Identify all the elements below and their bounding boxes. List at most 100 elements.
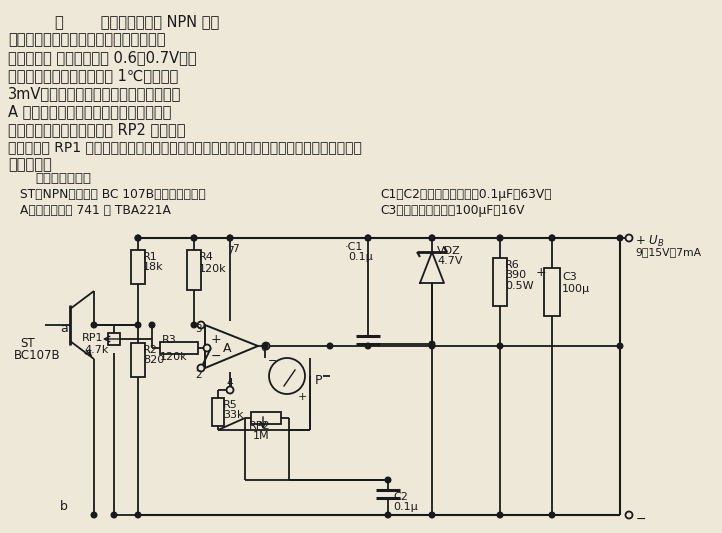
Bar xyxy=(544,268,560,316)
Circle shape xyxy=(625,512,632,519)
Circle shape xyxy=(365,235,371,241)
Text: 2: 2 xyxy=(196,370,202,380)
Circle shape xyxy=(549,235,554,241)
Circle shape xyxy=(625,235,632,241)
Text: +: + xyxy=(536,266,547,279)
Text: 820: 820 xyxy=(143,355,164,365)
Text: 体管作温度传感器，晶体管的基极和集电: 体管作温度传感器，晶体管的基极和集电 xyxy=(8,32,165,47)
Circle shape xyxy=(429,341,435,347)
Bar xyxy=(131,343,145,377)
Text: 1M: 1M xyxy=(253,431,269,441)
Circle shape xyxy=(191,235,197,241)
Circle shape xyxy=(429,235,435,241)
Text: 管周围的温度。调节电位器 RP2 可调节灵: 管周围的温度。调节电位器 RP2 可调节灵 xyxy=(8,122,186,137)
Circle shape xyxy=(263,343,269,350)
Text: 7: 7 xyxy=(232,244,239,254)
Text: 4: 4 xyxy=(227,378,233,388)
Text: +: + xyxy=(297,392,307,402)
Circle shape xyxy=(198,321,204,328)
Text: 9～15V，7mA: 9～15V，7mA xyxy=(635,247,701,257)
Text: R4: R4 xyxy=(199,252,214,262)
Circle shape xyxy=(497,235,503,241)
Text: 极短接。基 射间电压约为 0.6～0.7V，并: 极短接。基 射间电压约为 0.6～0.7V，并 xyxy=(8,50,196,65)
Circle shape xyxy=(269,358,305,394)
Text: −: − xyxy=(211,350,222,363)
Text: VDZ: VDZ xyxy=(437,246,461,256)
Text: C2: C2 xyxy=(393,492,408,502)
Circle shape xyxy=(227,386,233,393)
Text: C3: C3 xyxy=(562,272,577,282)
Text: 3mV）。此微小电压变化量经运算放大器: 3mV）。此微小电压变化量经运算放大器 xyxy=(8,86,181,101)
Circle shape xyxy=(327,343,333,349)
Text: 4.7k: 4.7k xyxy=(84,345,108,355)
Text: C1、C2：塑料薄膜电容，0.1μF，63V，: C1、C2：塑料薄膜电容，0.1μF，63V， xyxy=(380,188,552,201)
Text: 4.7V: 4.7V xyxy=(437,256,463,266)
Circle shape xyxy=(429,235,435,241)
Text: R1: R1 xyxy=(143,252,157,262)
Text: A: A xyxy=(223,342,232,355)
Circle shape xyxy=(386,512,391,518)
Text: A：运算放大器 741 或 TBA221A: A：运算放大器 741 或 TBA221A xyxy=(20,204,171,217)
Text: A 放大后驱动指示价表，故可测量出晶体: A 放大后驱动指示价表，故可测量出晶体 xyxy=(8,104,171,119)
Circle shape xyxy=(198,365,204,372)
Circle shape xyxy=(429,512,435,518)
Circle shape xyxy=(617,235,623,241)
Bar xyxy=(108,333,120,345)
Circle shape xyxy=(135,512,141,518)
Circle shape xyxy=(429,343,435,349)
Text: 6: 6 xyxy=(260,343,266,353)
Text: 0.5W: 0.5W xyxy=(505,281,534,291)
Text: 图        电路中采用普通 NPN 硅晶: 图 电路中采用普通 NPN 硅晶 xyxy=(55,14,219,29)
Circle shape xyxy=(227,235,232,241)
Bar xyxy=(212,398,224,426)
Text: 0.1μ: 0.1μ xyxy=(393,502,418,512)
Text: 390: 390 xyxy=(505,270,526,280)
Circle shape xyxy=(227,235,232,241)
Text: C3：小型电解电容，100μF，16V: C3：小型电解电容，100μF，16V xyxy=(380,204,524,217)
Text: R6: R6 xyxy=(505,260,520,270)
Text: 部分元件规格：: 部分元件规格： xyxy=(35,172,91,185)
Circle shape xyxy=(111,512,117,518)
Text: RP1: RP1 xyxy=(82,333,103,343)
Text: R2: R2 xyxy=(143,345,158,355)
Circle shape xyxy=(497,343,503,349)
Text: 33k: 33k xyxy=(223,410,243,420)
Circle shape xyxy=(191,235,197,241)
Text: b: b xyxy=(60,500,68,513)
Circle shape xyxy=(91,512,97,518)
Circle shape xyxy=(91,322,97,328)
Text: RP2: RP2 xyxy=(249,421,271,431)
Text: 距离测量。: 距离测量。 xyxy=(8,157,52,172)
Text: ·C1: ·C1 xyxy=(345,242,363,252)
Text: 120k: 120k xyxy=(160,352,188,362)
Circle shape xyxy=(204,344,211,351)
Text: 120k: 120k xyxy=(199,264,227,274)
Text: ST：NPN硅晶体管 BC 107B，作温度传感器: ST：NPN硅晶体管 BC 107B，作温度传感器 xyxy=(20,188,206,201)
Circle shape xyxy=(549,512,554,518)
Circle shape xyxy=(135,322,141,328)
Text: R5: R5 xyxy=(223,400,238,410)
Circle shape xyxy=(149,322,155,328)
Circle shape xyxy=(365,235,371,241)
Bar xyxy=(160,342,198,354)
Text: +: + xyxy=(211,333,222,346)
Circle shape xyxy=(386,477,391,483)
Circle shape xyxy=(365,343,371,349)
Circle shape xyxy=(497,512,503,518)
Circle shape xyxy=(191,322,197,328)
Circle shape xyxy=(497,235,503,241)
Text: 18k: 18k xyxy=(143,262,164,272)
Text: + $U_B$: + $U_B$ xyxy=(635,234,664,249)
Bar xyxy=(187,250,201,290)
Text: P: P xyxy=(315,374,323,387)
Text: 3: 3 xyxy=(196,324,202,334)
Text: a: a xyxy=(60,322,68,335)
Text: 敏度，调节 RP1 可以校准零位。硅晶体管传感器可以通过长导线接至测量电路，从而实现远: 敏度，调节 RP1 可以校准零位。硅晶体管传感器可以通过长导线接至测量电路，从而… xyxy=(8,140,362,154)
Bar xyxy=(251,412,281,424)
Text: 100μ: 100μ xyxy=(562,284,590,294)
Text: ST: ST xyxy=(20,337,35,350)
Circle shape xyxy=(135,235,141,241)
Text: 随温度变化而变化（每变化 1℃，约变化: 随温度变化而变化（每变化 1℃，约变化 xyxy=(8,68,178,83)
Text: −: − xyxy=(269,356,278,366)
Bar xyxy=(493,258,507,306)
